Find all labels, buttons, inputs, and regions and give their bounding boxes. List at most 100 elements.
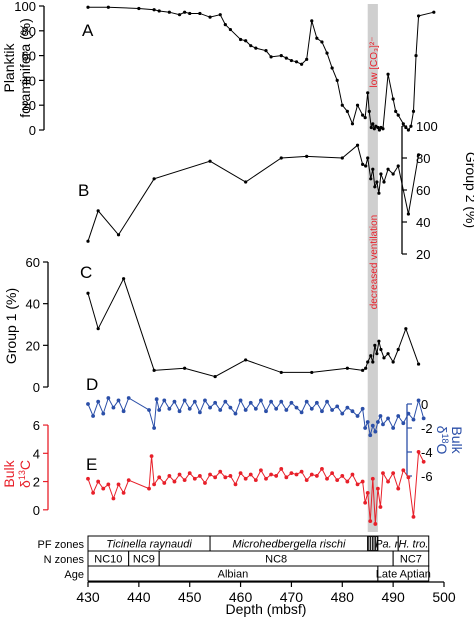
data-point bbox=[116, 233, 121, 237]
panel-letter-b: B bbox=[78, 181, 89, 200]
data-point bbox=[394, 109, 398, 113]
data-point bbox=[325, 399, 329, 404]
y-tick-label: 0 bbox=[33, 380, 40, 395]
y-axis-title-line2-part: 18 bbox=[440, 433, 450, 443]
data-point bbox=[305, 57, 309, 61]
zone-cell-label: Pa. r. bbox=[375, 539, 401, 551]
data-point bbox=[396, 486, 401, 491]
data-point bbox=[396, 347, 400, 352]
data-point bbox=[335, 478, 340, 483]
data-point bbox=[378, 505, 383, 509]
data-point bbox=[376, 125, 380, 130]
data-point bbox=[391, 172, 395, 176]
data-point bbox=[320, 466, 324, 471]
zone-cell-label: Ticinella raynaudi bbox=[106, 539, 192, 551]
data-point bbox=[366, 91, 370, 95]
zone-cell-label: NC9 bbox=[133, 554, 155, 566]
series-line-a bbox=[88, 6, 434, 131]
data-point bbox=[377, 191, 381, 195]
y-tick-label: 60 bbox=[26, 255, 40, 270]
data-point bbox=[228, 474, 233, 478]
zone-cell-label: Albian bbox=[218, 569, 249, 581]
y-tick-label: 6 bbox=[33, 418, 40, 433]
data-point bbox=[355, 143, 360, 147]
data-point bbox=[198, 11, 202, 16]
panel-letter-e: E bbox=[86, 455, 97, 474]
data-point bbox=[300, 62, 304, 66]
data-point bbox=[325, 476, 329, 481]
data-point bbox=[378, 414, 383, 418]
data-point bbox=[391, 426, 396, 430]
data-point bbox=[254, 46, 258, 50]
data-point bbox=[401, 122, 405, 126]
data-point bbox=[86, 402, 90, 406]
data-point bbox=[122, 277, 126, 281]
data-point bbox=[386, 479, 390, 484]
data-point bbox=[377, 339, 381, 343]
data-point bbox=[238, 37, 243, 42]
data-point bbox=[269, 472, 273, 477]
data-point bbox=[147, 486, 151, 491]
data-point bbox=[432, 10, 436, 14]
data-point bbox=[375, 180, 379, 184]
data-point bbox=[335, 78, 339, 82]
data-point bbox=[386, 72, 390, 76]
data-point bbox=[177, 409, 182, 414]
data-point bbox=[197, 410, 202, 415]
y-axis-title-line2-part: δ bbox=[434, 426, 450, 434]
data-point bbox=[96, 209, 100, 213]
data-point bbox=[381, 127, 385, 131]
x-tick-label: 490 bbox=[381, 589, 405, 605]
data-point bbox=[208, 15, 212, 19]
data-point bbox=[243, 476, 248, 481]
data-point bbox=[350, 472, 355, 477]
data-point bbox=[213, 400, 218, 405]
data-point bbox=[375, 352, 379, 356]
data-point bbox=[284, 475, 289, 480]
data-point bbox=[126, 478, 131, 483]
y-axis-title-line2: foraminifera (%) bbox=[17, 18, 33, 118]
data-point bbox=[182, 478, 187, 483]
data-point bbox=[167, 406, 172, 411]
data-point bbox=[259, 468, 263, 473]
y-tick-label: 4 bbox=[33, 446, 40, 461]
data-point bbox=[101, 486, 106, 491]
data-point bbox=[340, 156, 344, 160]
data-point bbox=[299, 410, 304, 415]
y-tick-label: 100 bbox=[14, 0, 36, 14]
data-point bbox=[375, 420, 380, 424]
data-point bbox=[253, 406, 258, 411]
data-point bbox=[363, 426, 368, 430]
data-point bbox=[409, 124, 413, 128]
zone-cell bbox=[377, 565, 430, 582]
data-point bbox=[366, 156, 370, 160]
data-point bbox=[121, 409, 126, 414]
data-point bbox=[106, 5, 110, 9]
data-point bbox=[314, 400, 319, 405]
data-point bbox=[187, 471, 192, 475]
data-point bbox=[396, 113, 400, 117]
data-point bbox=[86, 476, 90, 481]
x-tick-label: 430 bbox=[76, 589, 100, 605]
data-point bbox=[391, 97, 395, 101]
data-point bbox=[233, 411, 238, 416]
data-point bbox=[243, 408, 248, 412]
y-axis-title-line2-part: δ bbox=[17, 480, 33, 488]
data-point bbox=[294, 472, 299, 477]
data-point bbox=[111, 405, 116, 410]
data-point bbox=[421, 416, 426, 421]
data-point bbox=[182, 398, 187, 403]
zone-cell-label: Late Aptian bbox=[376, 569, 431, 581]
data-point bbox=[111, 496, 116, 501]
data-point bbox=[373, 343, 377, 347]
zone-cell-label: NC7 bbox=[400, 554, 422, 566]
data-point bbox=[213, 475, 218, 480]
y-tick-label: -2 bbox=[421, 421, 433, 436]
data-point bbox=[411, 109, 416, 113]
data-point bbox=[177, 472, 182, 477]
data-point bbox=[208, 405, 212, 410]
highlight-band-layer: low [CO₃]²⁻ decreased ventilation bbox=[367, 4, 380, 532]
data-point bbox=[371, 122, 375, 126]
